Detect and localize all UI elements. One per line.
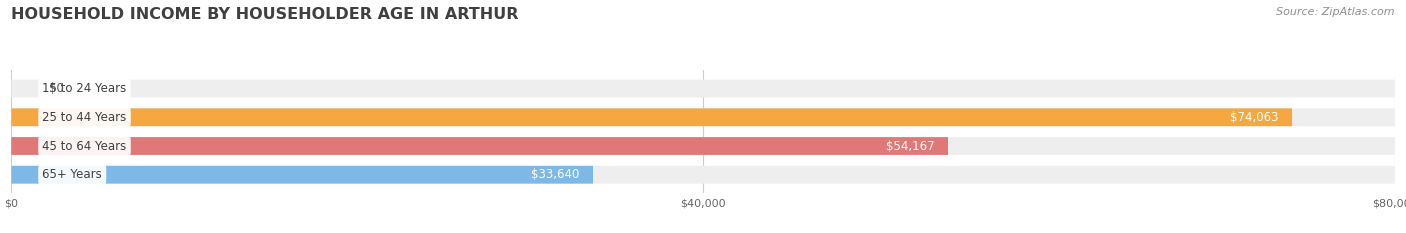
- Text: 65+ Years: 65+ Years: [42, 168, 103, 181]
- Text: 15 to 24 Years: 15 to 24 Years: [42, 82, 127, 95]
- Text: $74,063: $74,063: [1230, 111, 1278, 124]
- Text: HOUSEHOLD INCOME BY HOUSEHOLDER AGE IN ARTHUR: HOUSEHOLD INCOME BY HOUSEHOLDER AGE IN A…: [11, 7, 519, 22]
- Text: $0: $0: [49, 82, 65, 95]
- FancyBboxPatch shape: [11, 108, 1395, 126]
- FancyBboxPatch shape: [11, 166, 1395, 184]
- Text: Source: ZipAtlas.com: Source: ZipAtlas.com: [1277, 7, 1395, 17]
- FancyBboxPatch shape: [11, 80, 1395, 97]
- Text: $54,167: $54,167: [886, 140, 934, 153]
- FancyBboxPatch shape: [11, 166, 593, 184]
- Text: 25 to 44 Years: 25 to 44 Years: [42, 111, 127, 124]
- FancyBboxPatch shape: [11, 108, 1292, 126]
- Text: 45 to 64 Years: 45 to 64 Years: [42, 140, 127, 153]
- FancyBboxPatch shape: [11, 137, 948, 155]
- FancyBboxPatch shape: [11, 137, 1395, 155]
- Text: $33,640: $33,640: [531, 168, 579, 181]
